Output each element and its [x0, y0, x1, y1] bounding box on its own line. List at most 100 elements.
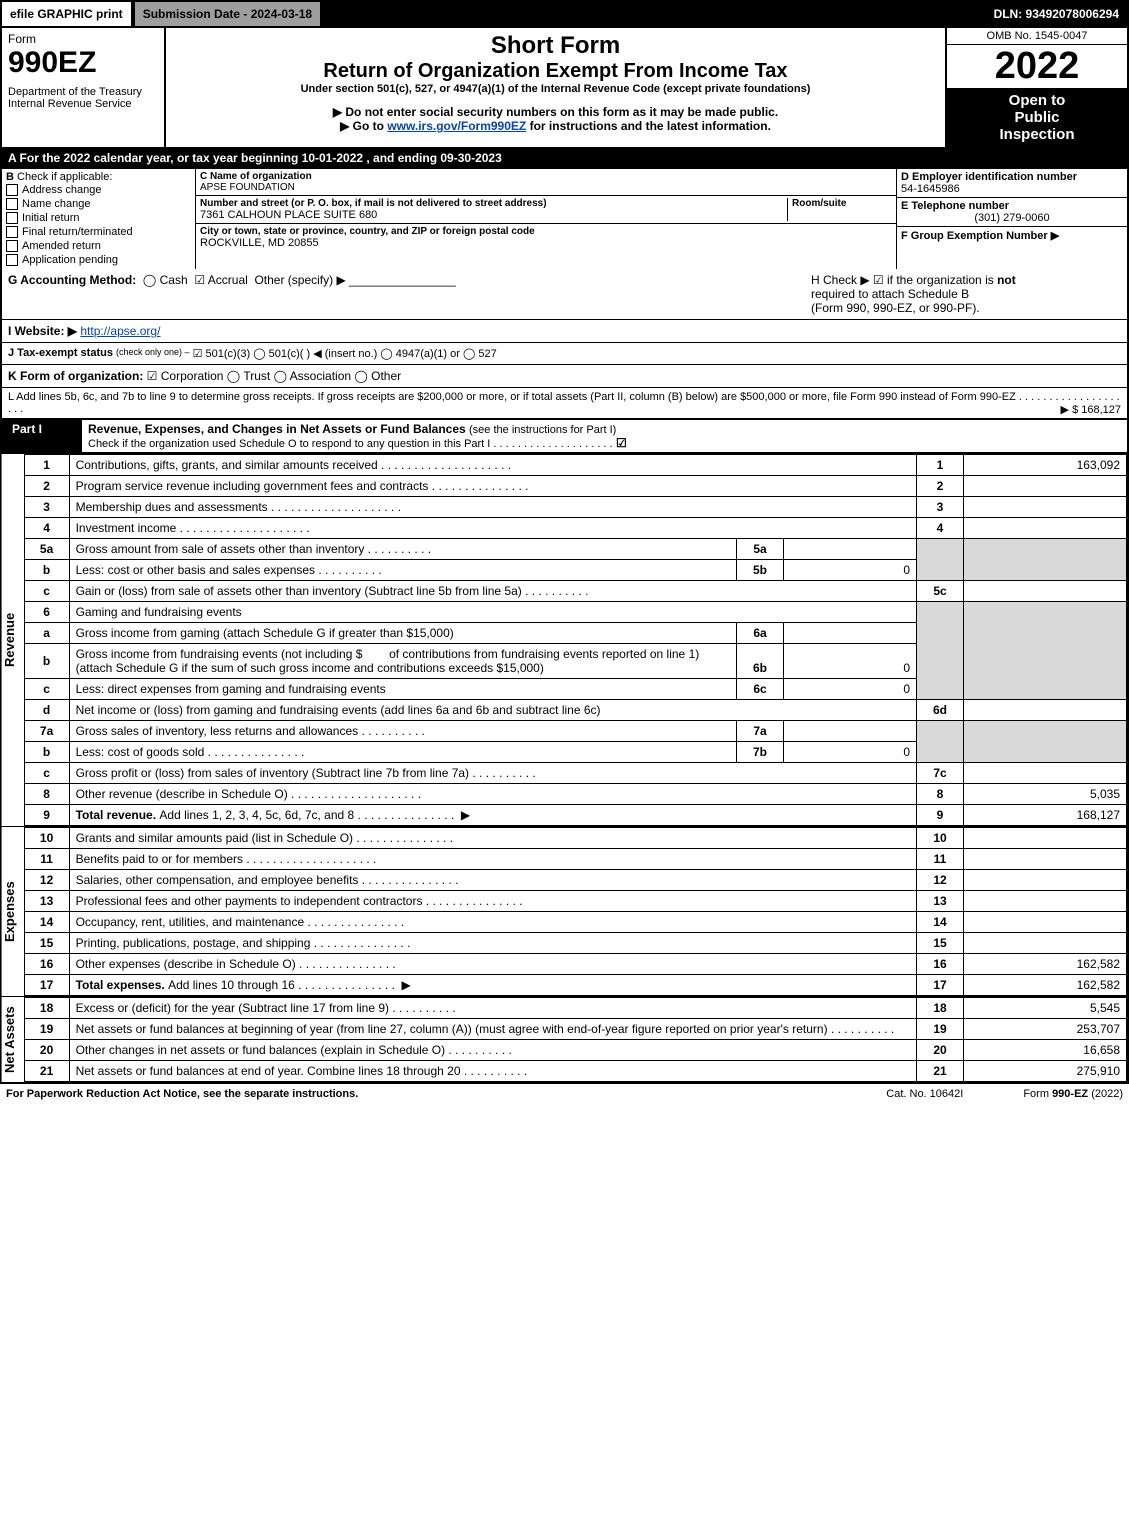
cb-amended-return[interactable]: Amended return — [6, 239, 191, 253]
l9-num: 9 — [24, 805, 69, 826]
netassets-section: Net Assets 18Excess or (deficit) for the… — [0, 996, 1129, 1084]
l8-num: 8 — [24, 784, 69, 805]
cb-initial-return[interactable]: Initial return — [6, 211, 191, 225]
l17-num: 17 — [24, 975, 69, 996]
short-form-title: Short Form — [172, 32, 939, 60]
l16-box: 16 — [917, 954, 964, 975]
part1-checkline: Check if the organization used Schedule … — [88, 438, 490, 450]
k-label: K Form of organization: — [8, 369, 143, 383]
l6a-smbox: 6a — [737, 623, 784, 643]
irs-label: Internal Revenue Service — [8, 98, 158, 110]
box-b-subtitle: Check if applicable: — [17, 171, 112, 183]
row-k: K Form of organization: ☑ Corporation ◯ … — [0, 365, 1129, 388]
l16-text: Other expenses (describe in Schedule O) — [69, 954, 916, 975]
l7c-box: 7c — [917, 763, 964, 784]
omb-number: OMB No. 1545-0047 — [947, 28, 1127, 45]
l20-amt: 16,658 — [964, 1040, 1127, 1061]
l3-num: 3 — [24, 497, 69, 518]
l15-box: 15 — [917, 933, 964, 954]
l4-box: 4 — [917, 518, 964, 539]
expenses-table: 10Grants and similar amounts paid (list … — [24, 827, 1127, 996]
box-def: D Employer identification number 54-1645… — [896, 169, 1127, 269]
l6a-cell: Gross income from gaming (attach Schedul… — [69, 623, 916, 644]
h-label: H Check ▶ ☑ if the organization is — [811, 273, 997, 287]
l4-num: 4 — [24, 518, 69, 539]
l13-text: Professional fees and other payments to … — [69, 891, 916, 912]
revenue-section: Revenue 1Contributions, gifts, grants, a… — [0, 454, 1129, 826]
l21-box: 21 — [917, 1061, 964, 1082]
l20-box: 20 — [917, 1040, 964, 1061]
l14-text: Occupancy, rent, utilities, and maintena… — [69, 912, 916, 933]
l6-num: 6 — [24, 602, 69, 623]
part1-header: Part I Revenue, Expenses, and Changes in… — [0, 419, 1129, 454]
l11-num: 11 — [24, 849, 69, 870]
l18-num: 18 — [24, 998, 69, 1019]
l10-text: Grants and similar amounts paid (list in… — [69, 828, 916, 849]
l6c-num: c — [24, 679, 69, 700]
l6d-text: Net income or (loss) from gaming and fun… — [69, 700, 916, 721]
l7b-num: b — [24, 742, 69, 763]
h-line2: required to attach Schedule B — [811, 287, 969, 301]
return-title: Return of Organization Exempt From Incom… — [172, 60, 939, 83]
cb-address-change[interactable]: Address change — [6, 183, 191, 197]
l19-amt: 253,707 — [964, 1019, 1127, 1040]
l19-text: Net assets or fund balances at beginning… — [69, 1019, 916, 1040]
l5a-smbox: 5a — [737, 539, 784, 559]
g-other: Other (specify) ▶ — [254, 273, 345, 287]
l7a-smbox: 7a — [737, 721, 784, 741]
header-mid: Short Form Return of Organization Exempt… — [166, 28, 945, 147]
org-name: APSE FOUNDATION — [200, 182, 892, 193]
l14-num: 14 — [24, 912, 69, 933]
l13-num: 13 — [24, 891, 69, 912]
l18-box: 18 — [917, 998, 964, 1019]
page-footer: For Paperwork Reduction Act Notice, see … — [0, 1084, 1129, 1104]
box-f-label: F Group Exemption Number ▶ — [901, 229, 1123, 242]
l6d-box: 6d — [917, 700, 964, 721]
l5c-amt — [964, 581, 1127, 602]
l4-text: Investment income — [69, 518, 916, 539]
l6c-smbox: 6c — [737, 679, 784, 699]
l8-text: Other revenue (describe in Schedule O) — [69, 784, 916, 805]
goto-link[interactable]: www.irs.gov/Form990EZ — [387, 119, 526, 133]
dept-treasury: Department of the Treasury — [8, 86, 158, 98]
row-j: J Tax-exempt status (check only one) – ☑… — [0, 343, 1129, 365]
cb-final-return[interactable]: Final return/terminated — [6, 225, 191, 239]
part1-desc: Revenue, Expenses, and Changes in Net As… — [82, 420, 1127, 452]
l11-amt — [964, 849, 1127, 870]
l6a-smamt — [784, 623, 917, 643]
l6b-num: b — [24, 644, 69, 679]
l6c-cell: Less: direct expenses from gaming and fu… — [69, 679, 916, 700]
netassets-table: 18Excess or (deficit) for the year (Subt… — [24, 997, 1127, 1082]
j-options: ☑ 501(c)(3) ◯ 501(c)( ) ◀ (insert no.) ◯… — [193, 347, 497, 360]
l14-amt — [964, 912, 1127, 933]
box-d-label: D Employer identification number — [901, 171, 1123, 183]
l6b-smbox: 6b — [737, 644, 784, 678]
l6b-cell: Gross income from fundraising events (no… — [69, 644, 916, 679]
l12-num: 12 — [24, 870, 69, 891]
l13-amt — [964, 891, 1127, 912]
l5b-smamt: 0 — [784, 560, 917, 580]
l21-text: Net assets or fund balances at end of ye… — [69, 1061, 916, 1082]
l5b-smbox: 5b — [737, 560, 784, 580]
l16-num: 16 — [24, 954, 69, 975]
l11-text: Benefits paid to or for members — [69, 849, 916, 870]
website-link[interactable]: http://apse.org/ — [80, 324, 160, 338]
cb-name-change[interactable]: Name change — [6, 197, 191, 211]
l7b-cell: Less: cost of goods sold7b0 — [69, 742, 916, 763]
submission-date: Submission Date - 2024-03-18 — [135, 2, 320, 26]
k-options: ☑ Corporation ◯ Trust ◯ Association ◯ Ot… — [147, 369, 401, 383]
cb-application-pending[interactable]: Application pending — [6, 253, 191, 267]
l6-amtshade — [964, 602, 1127, 700]
l5b-num: b — [24, 560, 69, 581]
l8-box: 8 — [917, 784, 964, 805]
l17-amt: 162,582 — [964, 975, 1127, 996]
l2-box: 2 — [917, 476, 964, 497]
l1-box: 1 — [917, 455, 964, 476]
l19-num: 19 — [24, 1019, 69, 1040]
row-h: H Check ▶ ☑ if the organization is not r… — [803, 273, 1121, 315]
l5a-cell: Gross amount from sale of assets other t… — [69, 539, 916, 560]
l9-box: 9 — [917, 805, 964, 826]
expenses-section: Expenses 10Grants and similar amounts pa… — [0, 826, 1129, 996]
l15-num: 15 — [24, 933, 69, 954]
revenue-vert-label: Revenue — [2, 454, 24, 826]
